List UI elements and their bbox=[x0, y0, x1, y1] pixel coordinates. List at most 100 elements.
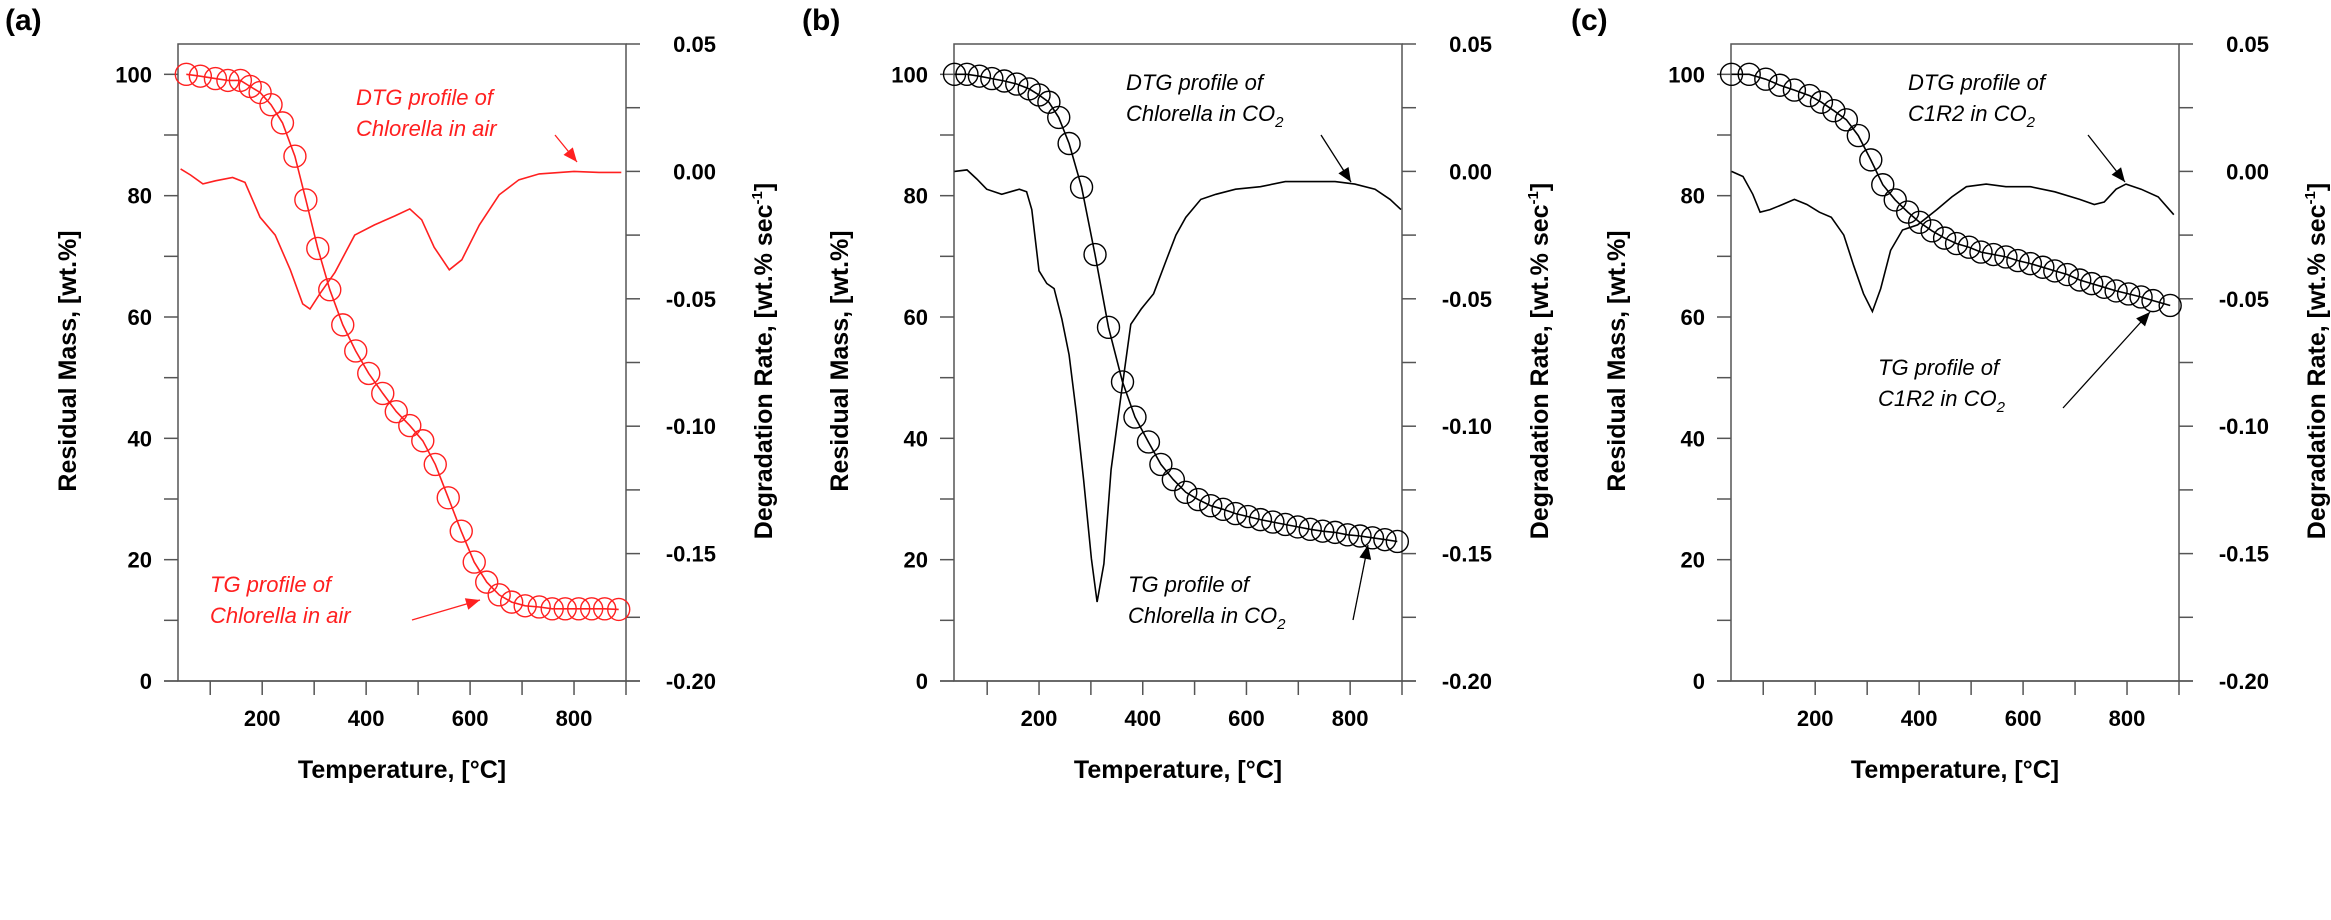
y-right-title-sup: -1 bbox=[2302, 191, 2319, 204]
y-right-tick-label: -0.15 bbox=[666, 542, 716, 567]
tg-data-point bbox=[1335, 523, 1360, 547]
y-right-title-end: ] bbox=[750, 183, 778, 191]
tg-data-point bbox=[1871, 173, 1895, 197]
panel-label: (b) bbox=[802, 4, 840, 37]
annotation-line2: C1R2 in CO2 bbox=[1878, 386, 2006, 416]
y-right-axis-title: Degradation Rate, [wt.% sec-1] bbox=[1525, 183, 1554, 539]
tg-data-point bbox=[1360, 526, 1385, 550]
y-left-tick-label: 20 bbox=[1681, 548, 1705, 573]
tg-data-point bbox=[1149, 452, 1173, 477]
tg-data-point bbox=[487, 583, 511, 607]
tg-data-point bbox=[1310, 519, 1335, 543]
tg-data-point bbox=[1768, 73, 1792, 97]
annotation-subscript: 2 bbox=[1996, 399, 2006, 416]
arrowhead-icon bbox=[1359, 545, 1372, 560]
x-tick-label: 800 bbox=[2109, 706, 2146, 731]
x-tick-label: 600 bbox=[1228, 706, 1265, 731]
annotation-line2: Chlorella in CO2 bbox=[1128, 603, 1286, 633]
tg-data-point bbox=[1298, 517, 1322, 542]
tg-data-point bbox=[513, 594, 537, 618]
tg-data-point bbox=[259, 92, 283, 117]
y-left-tick-label: 60 bbox=[904, 305, 928, 330]
tg-data-point bbox=[1859, 148, 1883, 172]
tg-data-point bbox=[1123, 405, 1147, 429]
tg-data-point bbox=[1348, 524, 1372, 548]
y-left-axis-title: Residual Mass, [wt.%] bbox=[54, 230, 82, 491]
y-left-tick-label: 40 bbox=[904, 426, 928, 451]
tg-data-point bbox=[579, 597, 604, 621]
y-right-tick-label: 0.05 bbox=[2226, 32, 2269, 57]
y-right-title-end: ] bbox=[2303, 183, 2331, 191]
tg-data-point bbox=[2129, 285, 2153, 309]
tg-data-point bbox=[1223, 501, 1248, 526]
annotation-text: C1R2 in CO bbox=[1908, 101, 2027, 126]
tg-data-point bbox=[283, 144, 307, 168]
annotation-line1: TG profile of bbox=[210, 572, 334, 597]
tg-data-point bbox=[1323, 520, 1347, 545]
tg-data-point bbox=[1719, 62, 1744, 87]
tg-data-point bbox=[357, 361, 381, 386]
tg-data-point bbox=[188, 64, 213, 88]
tg-data-point bbox=[1286, 515, 1310, 539]
tg-data-point bbox=[2068, 268, 2092, 292]
annotation-subscript: 2 bbox=[1274, 114, 1284, 131]
dtg-line bbox=[1731, 170, 2175, 314]
tg-data-point bbox=[1110, 370, 1135, 394]
y-left-tick-label: 0 bbox=[140, 669, 152, 694]
tg-data-point bbox=[1385, 529, 1410, 554]
annotation-text: Chlorella in CO bbox=[1126, 101, 1275, 126]
y-left-axis-title: Residual Mass, [wt.%] bbox=[1603, 230, 1631, 491]
tg-data-point bbox=[1273, 512, 1298, 537]
x-tick-label: 200 bbox=[1021, 706, 1058, 731]
tg-data-point bbox=[1186, 487, 1210, 512]
x-tick-label: 400 bbox=[348, 706, 385, 731]
tg-data-point bbox=[423, 452, 447, 477]
y-left-tick-label: 20 bbox=[128, 548, 152, 573]
tg-data-point bbox=[1096, 315, 1121, 340]
tg-data-point bbox=[527, 595, 551, 619]
y-right-tick-label: -0.05 bbox=[666, 287, 716, 312]
y-right-title-end: ] bbox=[1526, 183, 1554, 191]
chart-panel-b: (b) 0 20 40 60 80 100 -0.20 -0.15 -0.10 -0.05 0.00 0… bbox=[802, 4, 1554, 784]
tg-data-point bbox=[942, 62, 967, 87]
tg-data-point bbox=[1211, 497, 1235, 522]
y-left-tick-label: 60 bbox=[128, 305, 152, 330]
tg-data-point bbox=[1754, 67, 1778, 91]
arrowhead-icon bbox=[2136, 312, 2150, 327]
tg-data-point bbox=[1069, 175, 1094, 199]
tg-data-point bbox=[2116, 282, 2141, 306]
annotation-subscript: 2 bbox=[1276, 616, 1286, 633]
arrowhead-icon bbox=[464, 598, 480, 610]
x-tick-label: 200 bbox=[244, 706, 281, 731]
tg-data-point bbox=[2043, 259, 2067, 283]
x-tick-label: 800 bbox=[556, 706, 593, 731]
tg-data-point bbox=[1981, 242, 2006, 267]
tg-data-point bbox=[992, 69, 1016, 93]
y-left-tick-label: 60 bbox=[1681, 305, 1705, 330]
y-right-tick-label: 0.05 bbox=[673, 32, 716, 57]
x-tick-label: 400 bbox=[1124, 706, 1161, 731]
tg-data-point bbox=[1822, 99, 1846, 123]
tg-data-point bbox=[270, 111, 295, 135]
y-right-tick-label: -0.10 bbox=[666, 414, 716, 439]
tg-data-point bbox=[1883, 188, 1907, 212]
annotation-line2: Chlorella in air bbox=[356, 116, 498, 141]
y-right-tick-label: -0.20 bbox=[1442, 669, 1492, 694]
y-right-tick-label: 0.05 bbox=[1449, 32, 1492, 57]
tg-data-point bbox=[1846, 123, 1871, 148]
tg-data-point bbox=[1248, 507, 1273, 532]
tg-data-point bbox=[592, 597, 617, 621]
annotation-line2: Chlorella in air bbox=[210, 603, 352, 628]
tg-data-point bbox=[2104, 279, 2128, 303]
tg-line bbox=[954, 73, 1398, 543]
panel-label: (a) bbox=[5, 4, 42, 37]
x-axis-title: Temperature, [°C] bbox=[1851, 756, 2059, 784]
y-left-tick-label: 100 bbox=[115, 62, 152, 87]
tg-data-point bbox=[294, 188, 318, 212]
tg-data-point bbox=[499, 590, 524, 614]
tg-data-point bbox=[1932, 226, 1957, 250]
tg-data-point bbox=[2079, 271, 2104, 296]
tg-data-point bbox=[980, 66, 1004, 91]
annotation-line1: DTG profile of bbox=[1126, 70, 1266, 95]
y-right-title-main: Degradation Rate, [wt.% sec bbox=[750, 204, 778, 539]
